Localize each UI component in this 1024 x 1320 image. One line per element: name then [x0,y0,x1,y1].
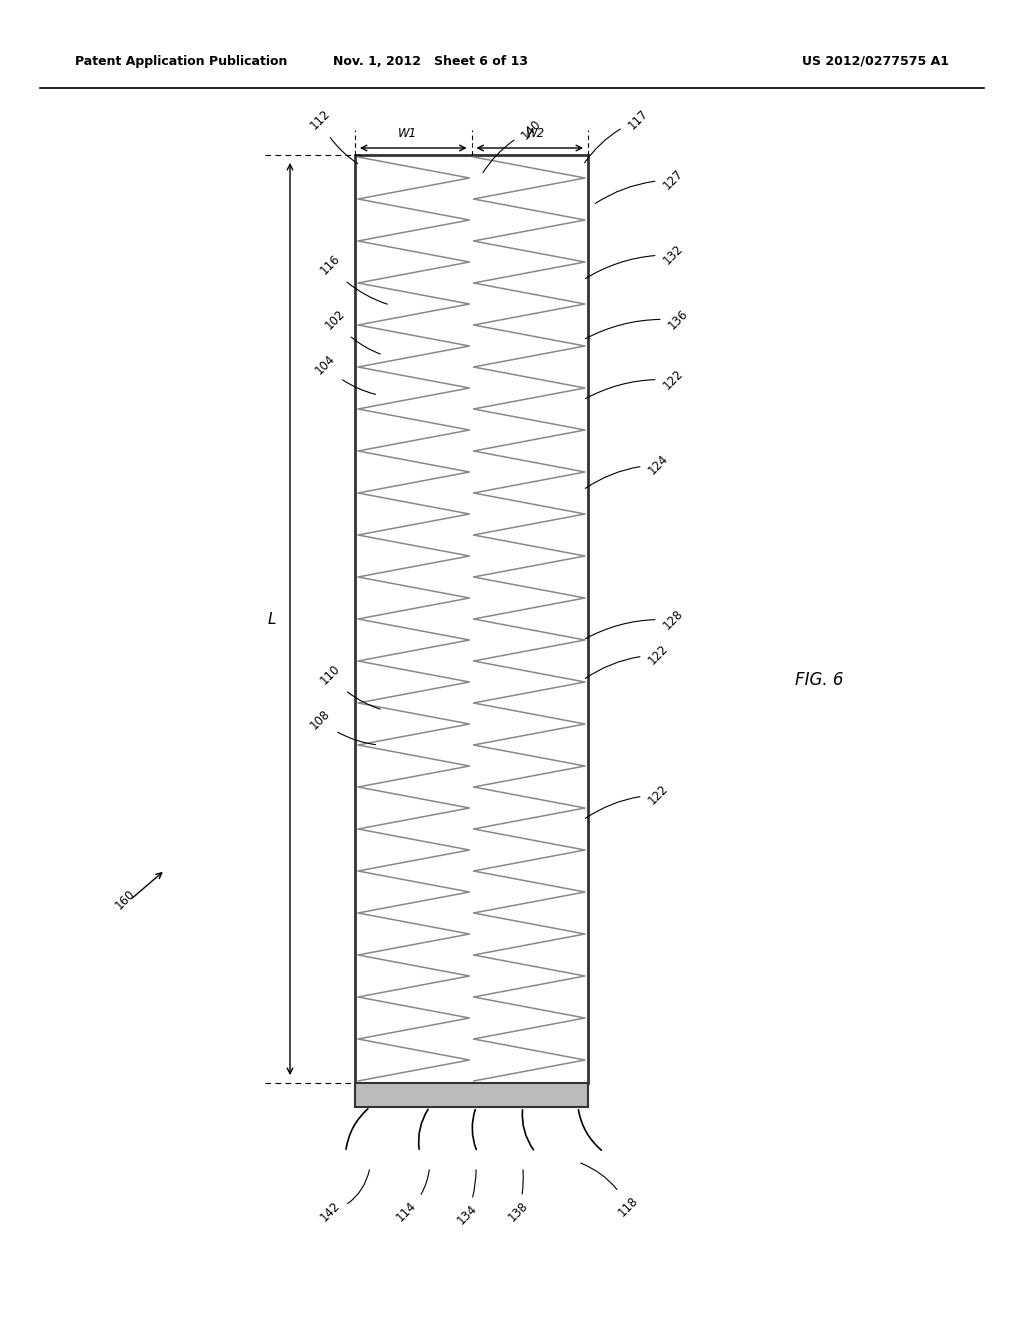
Text: 140: 140 [483,117,544,173]
Text: Patent Application Publication: Patent Application Publication [75,55,288,69]
Text: 122: 122 [586,643,671,678]
Text: 108: 108 [307,708,376,744]
Text: 160: 160 [113,887,137,912]
Text: 122: 122 [586,783,671,818]
Text: 118: 118 [581,1163,640,1220]
Bar [355,1082,588,1107]
Text: 112: 112 [307,107,357,164]
Text: W2: W2 [526,127,545,140]
Text: 117: 117 [585,107,650,162]
Text: W1: W1 [398,127,417,140]
Text: 134: 134 [455,1170,479,1228]
Text: 124: 124 [586,453,671,488]
Text: 142: 142 [317,1170,370,1225]
Text: 136: 136 [586,308,690,339]
Text: 116: 116 [317,252,387,304]
Text: 102: 102 [323,308,380,354]
Bar [355,154,588,1082]
Text: Nov. 1, 2012   Sheet 6 of 13: Nov. 1, 2012 Sheet 6 of 13 [333,55,527,69]
Text: 127: 127 [595,168,685,203]
Text: 110: 110 [317,663,380,709]
Text: US 2012/0277575 A1: US 2012/0277575 A1 [802,55,949,69]
Text: 128: 128 [586,607,685,639]
Text: 114: 114 [393,1170,429,1225]
Text: 104: 104 [312,352,376,395]
Text: FIG. 6: FIG. 6 [795,671,844,689]
Text: L: L [267,611,276,627]
Text: 138: 138 [506,1170,530,1225]
Text: 122: 122 [586,367,685,399]
Text: 132: 132 [586,243,685,279]
